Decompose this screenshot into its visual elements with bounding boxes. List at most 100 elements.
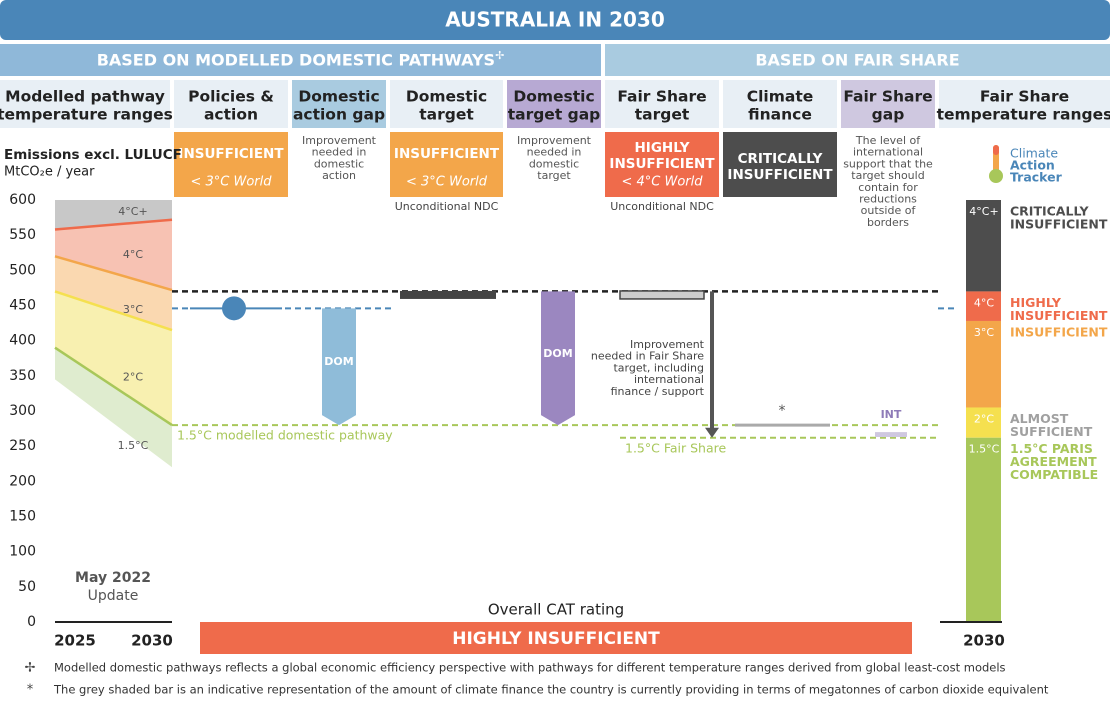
rating-box [605,132,719,197]
y-tick-label: 450 [9,298,36,314]
column-title: Fair Share [617,88,706,106]
column-note: target [537,169,571,182]
section-bar [0,44,601,76]
pathway-line [54,346,173,427]
fair-share-target [619,290,705,300]
pathway-band [55,347,172,468]
footnote: Modelled domestic pathways reflects a gl… [54,661,1006,675]
section-title: BASED ON MODELLED DOMESTIC PATHWAYS✢ [97,49,505,70]
overall-label: Overall CAT rating [488,601,624,619]
band-label: 1.5°C [118,439,149,452]
column-header [841,80,935,128]
policy-marker [222,296,246,321]
y-tick-label: 100 [9,544,36,560]
int-label: INT [881,408,902,421]
column-note: international [853,146,923,159]
column-note: Improvement [302,134,377,147]
band-label: 4°C [123,248,143,261]
column-note: borders [867,216,909,229]
x-tick-label: 2025 [54,632,96,650]
column-header [723,80,837,128]
column-title: target [419,106,474,124]
gap-label: DOM [543,347,572,360]
column-title: Climate [747,88,814,106]
column-note: reductions [859,193,917,206]
column-header [507,80,601,128]
scale-label: 4°C+ [969,205,998,218]
reference-label: 1.5°C modelled domestic pathway [177,428,393,443]
footnote-mark: * [27,683,34,698]
column-header [390,80,503,128]
y-tick-label: 150 [9,509,36,525]
y-tick-label: 50 [18,579,36,595]
improvement-label: needed in Fair Share [591,350,704,363]
column-header [0,80,170,128]
logo-text: Action [1010,158,1055,173]
column-title: Fair Share [843,88,932,106]
gap-label: DOM [324,355,353,368]
y-tick-label: 350 [9,368,36,384]
update-label: Update [88,588,139,604]
band-label: 3°C [123,303,143,316]
y-tick-label: 500 [9,262,36,278]
improvement-label: finance / support [611,385,705,398]
column-note: target should [851,169,924,182]
rating-box [723,132,837,197]
improvement-label: international [634,373,704,386]
band-label: 2°C [123,371,143,384]
section-title: BASED ON FAIR SHARE [755,51,959,70]
column-title: target gap [508,106,601,124]
domestic-target [400,290,496,299]
column-header [174,80,288,128]
scale-segment [966,200,1001,292]
title-bar [0,0,1110,40]
y-tick-label: 300 [9,403,36,419]
column-title: temperature ranges [937,106,1110,124]
rating-label: CRITICALLY [738,151,823,167]
column-subnote: Unconditional NDC [395,200,499,213]
scale-segment [966,407,1001,438]
rating-box [174,132,288,197]
column-title: Domestic [298,88,379,106]
pathway-line [54,255,173,292]
scale-rating: AGREEMENT [1010,454,1097,469]
pathway-band [55,200,172,230]
band-label: 4°C+ [118,205,147,218]
scale-segment [966,291,1001,321]
title: AUSTRALIA IN 2030 [445,8,664,32]
improvement-label: Improvement [630,338,705,351]
improvement-label: target, including [613,361,704,374]
pathway-band [55,219,172,291]
column-title: action [204,106,258,124]
y-tick-label: 550 [9,227,36,243]
y-tick-label: 0 [27,614,36,630]
section-bar [605,44,1110,76]
scale-rating: CRITICALLY [1010,204,1089,219]
gap-arrow [541,291,575,426]
scale-label: 3°C [974,326,994,339]
rating-label: INSUFFICIENT [394,146,500,162]
overall-rating: HIGHLY INSUFFICIENT [452,629,660,649]
y-tick-label: 200 [9,473,36,489]
column-title: finance [748,106,812,124]
scale-segment [966,437,1001,622]
scale-rating: INSUFFICIENT [1010,308,1108,323]
scale-rating: ALMOST [1010,411,1069,426]
column-title: Modelled pathway [5,88,165,106]
rating-box [390,132,503,197]
climate-finance-note: * [779,403,786,419]
reference-label: 1.5°C Fair Share [625,441,726,456]
column-note: support that the [843,157,933,170]
logo-text: Tracker [1010,170,1063,185]
section-mark: ✢ [495,49,504,62]
rating-sub: < 4°C World [621,175,703,190]
column-note: action [322,169,356,182]
rating-label: INSUFFICIENT [178,146,284,162]
logo-text: Climate [1010,146,1058,161]
pathway-line [54,218,173,231]
gap-arrow [322,308,356,426]
footnote-mark: ✢ [25,661,36,676]
y-tick-label: 600 [9,192,36,208]
y-axis-unit: MtCO₂e / year [4,165,95,180]
